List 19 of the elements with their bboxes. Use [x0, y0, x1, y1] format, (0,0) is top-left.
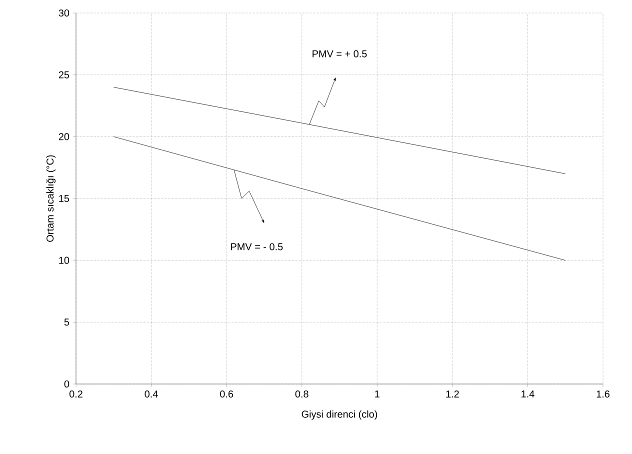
x-tick-label: 1.6: [596, 390, 610, 398]
y-tick-label: 25: [58, 71, 70, 78]
x-tick-label: 1.4: [522, 390, 534, 398]
y-tick-label: 10: [59, 256, 70, 264]
y-tick-label: 0: [64, 380, 70, 388]
y-tick-label: 20: [58, 133, 70, 140]
x-tick-label: 0.8: [295, 390, 308, 398]
y-axis-title: Ortam sıcaklığı (°C): [46, 155, 56, 242]
x-tick-label: 0.2: [69, 390, 82, 398]
x-tick-label: 0.4: [144, 390, 158, 398]
y-tick-label: 5: [64, 318, 70, 326]
x-axis-title: Giysi direnci (clo): [302, 410, 378, 420]
x-tick-label: 1: [375, 390, 380, 398]
x-tick-label: 1.2: [446, 390, 459, 398]
annotation: PMV = + 0.5: [312, 50, 367, 58]
y-tick-label: 30: [58, 9, 70, 17]
y-tick-label: 15: [59, 195, 70, 202]
annotation: PMV = - 0.5: [231, 243, 283, 250]
x-tick-label: 0.6: [220, 390, 234, 398]
